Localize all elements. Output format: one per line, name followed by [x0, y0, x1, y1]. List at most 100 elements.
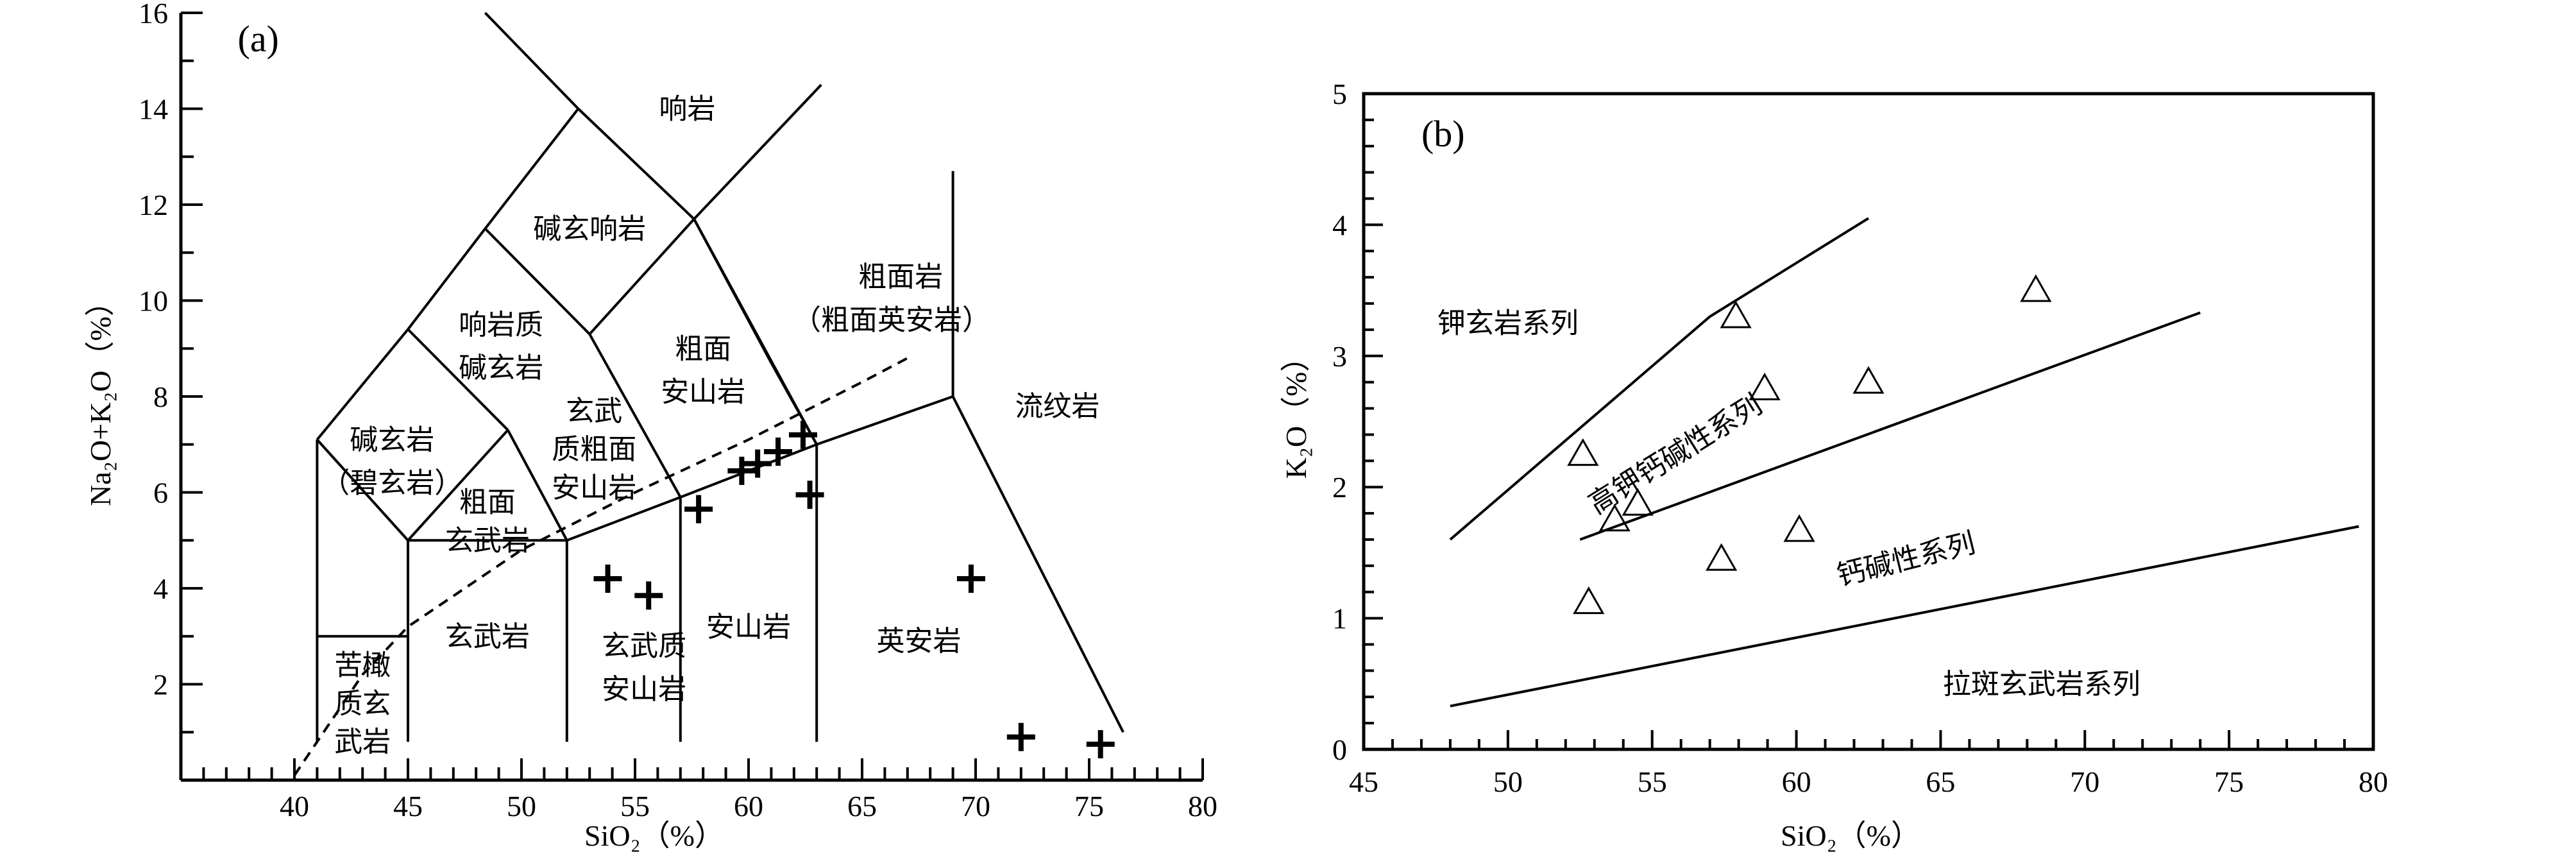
sample-point [727, 456, 756, 485]
sample-point [1783, 514, 1815, 542]
rock-field-label: 英安岩 [877, 625, 962, 658]
rock-field-label: （碧玄岩） [321, 467, 462, 500]
x-tick-label: 40 [280, 790, 309, 822]
sample-point [743, 449, 772, 478]
rock-field-label: 粗面 [675, 332, 731, 365]
sample-point [1006, 722, 1035, 751]
plot-frame [1362, 92, 2375, 751]
sample-point [1086, 729, 1115, 758]
x-axis-title: SiO₂（%） [1781, 819, 1920, 852]
x-tick-label: 75 [1074, 790, 1104, 822]
x-axis-title: SiO₂（%） [584, 819, 724, 852]
sample-point [1573, 586, 1605, 615]
x-tick-label: 50 [507, 790, 536, 822]
series-label: 拉斑玄武岩系列 [1943, 668, 2140, 701]
y-tick-label: 4 [153, 572, 168, 605]
y-tick-label: 16 [139, 0, 168, 30]
field-boundary [407, 328, 509, 431]
sample-point [684, 495, 713, 524]
y-tick-label: 3 [1332, 340, 1347, 373]
rock-field-label: 粗面 [459, 486, 516, 518]
sample-point [764, 437, 793, 466]
y-tick-label: 6 [153, 477, 168, 509]
field-boundary [588, 218, 695, 336]
x-tick-label: 45 [393, 790, 423, 822]
rock-field-label: 玄武岩 [445, 524, 530, 557]
rock-field-label: 安山岩 [706, 611, 791, 643]
series-label: 高钾钙碱性系列 [1583, 388, 1768, 520]
x-tick-label: 60 [1782, 765, 1811, 798]
x-tick-label: 70 [961, 790, 990, 822]
field-boundary [566, 496, 681, 542]
rock-field-label: 玄武 [566, 395, 622, 427]
x-tick-label: 55 [620, 790, 650, 822]
x-tick-label: 60 [734, 790, 763, 822]
field-boundary [506, 429, 568, 541]
sample-point [1598, 504, 1631, 532]
sample-point [1852, 366, 1885, 394]
y-tick-label: 4 [1332, 209, 1347, 241]
sample-point [1706, 543, 1738, 571]
rock-field-label: 响岩质 [459, 309, 543, 341]
alkaline-divide-line [293, 357, 908, 776]
y-tick-label: 5 [1332, 78, 1347, 110]
field-boundary [693, 83, 822, 220]
rock-field-label: 质粗面 [552, 433, 636, 466]
rock-field-label: 安山岩 [602, 673, 686, 706]
rock-field-label: 质玄 [334, 687, 391, 720]
sample-point [1622, 488, 1654, 516]
y-tick-label: 1 [1332, 602, 1347, 635]
x-tick-label: 70 [2070, 765, 2099, 798]
sample-point [593, 565, 622, 593]
field-boundary [484, 108, 580, 230]
field-boundary [816, 395, 954, 446]
field-boundary [951, 396, 1124, 733]
field-boundary [577, 108, 695, 220]
field-boundary [484, 227, 591, 336]
field-boundary [770, 362, 818, 445]
panel-label-a: (a) [238, 18, 279, 60]
rock-field-label: 安山岩 [552, 472, 636, 504]
x-tick-label: 80 [2359, 765, 2388, 798]
field-boundary [484, 12, 579, 110]
panel-label-b: (b) [1421, 113, 1465, 155]
sample-point [1749, 372, 1781, 400]
series-divide-line [1449, 217, 1870, 541]
field-boundary [407, 228, 486, 330]
x-tick-label: 50 [1493, 765, 1523, 798]
series-label: 钾玄岩系列 [1437, 307, 1579, 340]
y-tick-label: 10 [139, 285, 168, 318]
y-tick-label: 12 [139, 189, 168, 221]
sample-point [795, 481, 824, 509]
rock-field-label: （粗面英安岩） [793, 303, 990, 336]
field-boundary [316, 438, 409, 541]
rock-field-label: 碱玄岩 [350, 423, 434, 456]
rock-field-label: 响岩 [659, 93, 715, 126]
rock-field-label: 安山岩 [661, 376, 745, 409]
y-tick-label: 14 [139, 93, 168, 126]
x-tick-label: 55 [1638, 765, 1667, 798]
k2o-silica-diagram: 45 50 55 60 65 70 75 80012345钾玄岩系列高钾钙碱性系列钙碱性系列拉… [1280, 78, 2388, 852]
y-tick-label: 2 [153, 669, 168, 701]
rock-field-label: 流纹岩 [1015, 390, 1099, 423]
y-tick-label: 0 [1332, 733, 1347, 766]
rock-field-label: 苦橄 [334, 649, 391, 682]
y-tick-label: 8 [153, 380, 168, 413]
field-boundary [588, 333, 682, 498]
y-axis-title: K₂O（%） [1280, 343, 1312, 479]
y-axis-title: Na₂O+K₂O（%） [84, 287, 117, 506]
x-tick-label: 65 [1926, 765, 1955, 798]
field-boundary [693, 218, 773, 364]
rock-field-label: 玄武岩 [445, 620, 530, 653]
sample-point [1720, 300, 1752, 328]
sample-point [956, 565, 985, 593]
field-boundary [407, 429, 509, 541]
x-tick-label: 45 [1349, 765, 1378, 798]
series-divide-line [1579, 311, 2201, 541]
sample-point [2020, 274, 2052, 302]
series-divide-line [1450, 525, 2359, 708]
y-tick-label: 2 [1332, 471, 1347, 504]
x-tick-label: 65 [847, 790, 877, 822]
